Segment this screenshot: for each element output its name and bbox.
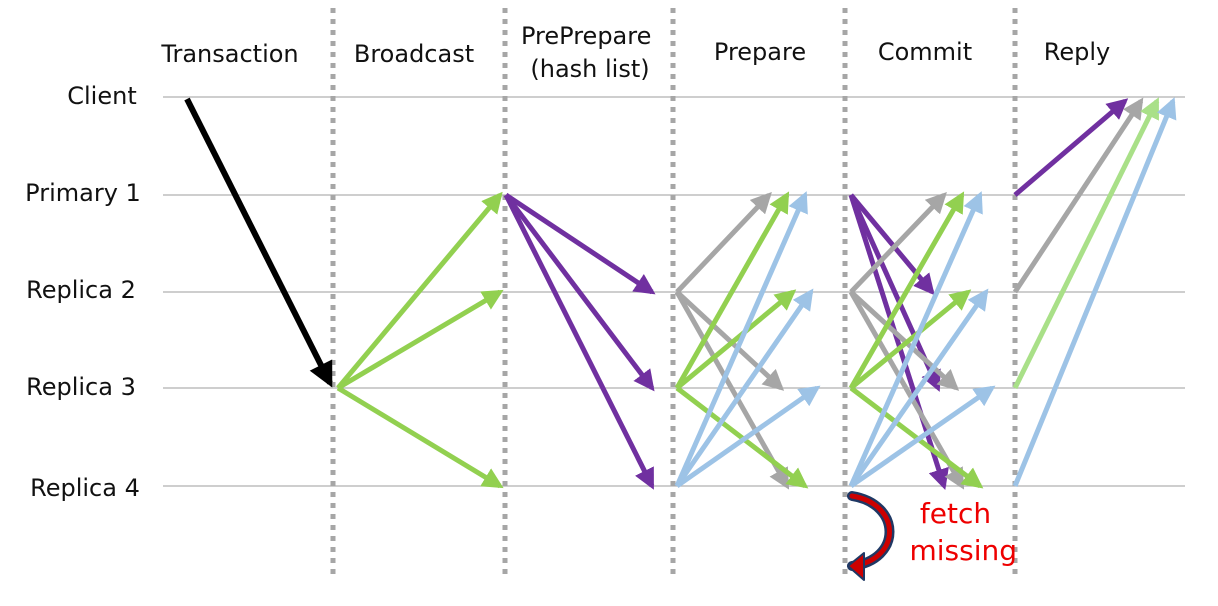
arrow-commit-replica-4-to-replica-2: [848, 288, 989, 488]
arrow-prepare-replica-2-to-primary-1: [675, 191, 772, 294]
arrow-prepare-replica-4-to-primary-1: [674, 191, 808, 488]
arrow-commit-primary-1-to-replica-4: [848, 194, 949, 491]
arrow-broadcast-replica-3-to-replica-2: [336, 289, 504, 391]
arrow-prepare-replica-3-to-primary-1: [674, 191, 790, 390]
arrow-commit-replica-2-to-replica-4: [848, 290, 965, 490]
arrow-prepare-replica-2-to-replica-4: [674, 290, 790, 490]
node-label-replica-3: Replica 3: [26, 373, 136, 401]
phase-dividers: [330, 8, 1018, 580]
phase-headers: Transaction Broadcast PrePrepare (hash l…: [160, 22, 1110, 83]
arrow-transaction-client-to-replica-3: [184, 97, 333, 388]
phase-label-commit: Commit: [878, 38, 972, 66]
arrow-prepare-replica-4-to-replica-3: [675, 385, 821, 489]
arrow-prepare-replica-3-to-replica-2: [675, 289, 797, 390]
arrow-preprepare-primary-1-to-replica-4: [503, 193, 655, 490]
node-label-client: Client: [67, 82, 136, 110]
arrow-commit-replica-4-to-replica-3: [849, 385, 996, 489]
arrow-broadcast-replica-3-to-primary-1: [336, 191, 503, 390]
arrow-reply-primary-1-to-client: [1013, 98, 1129, 197]
arrow-prepare-replica-4-to-replica-2: [674, 288, 814, 488]
phase-label-reply: Reply: [1044, 38, 1110, 66]
arrow-prepare-replica-3-to-replica-4: [675, 386, 809, 489]
arrow-reply-replica-3-to-client: [1012, 97, 1160, 390]
fetch-arrow-head: [847, 552, 865, 581]
node-label-replica-2: Replica 2: [26, 276, 136, 304]
fetch-arrow-outline: [847, 491, 895, 571]
fetch-missing-note: fetch missing: [909, 497, 1017, 567]
arrow-commit-replica-3-to-replica-2: [849, 289, 972, 390]
arrow-commit-replica-4-to-primary-1: [848, 191, 983, 488]
node-labels: Client Primary 1 Replica 2 Replica 3 Rep…: [25, 82, 141, 502]
arrow-prepare-replica-2-to-replica-3: [675, 290, 785, 391]
phase-label-prepare: Prepare: [714, 38, 806, 66]
node-label-replica-4: Replica 4: [30, 474, 140, 502]
arrow-preprepare-primary-1-to-replica-2: [504, 192, 656, 295]
arrow-reply-replica-2-to-client: [1012, 97, 1144, 294]
arrow-commit-replica-2-to-primary-1: [849, 191, 947, 294]
arrow-reply-replica-4-to-client: [1012, 97, 1177, 487]
phase-label-transaction: Transaction: [160, 40, 298, 68]
fetch-missing-curved-arrow-icon: [847, 491, 895, 581]
arrow-broadcast-replica-3-to-replica-4: [336, 385, 504, 489]
phase-label-broadcast: Broadcast: [354, 40, 474, 68]
arrow-commit-replica-3-to-replica-4: [849, 386, 984, 489]
arrow-commit-primary-1-to-replica-2: [849, 193, 935, 296]
arrow-preprepare-primary-1-to-replica-3: [504, 193, 655, 392]
node-label-primary-1: Primary 1: [25, 179, 141, 207]
arrow-commit-replica-3-to-primary-1: [848, 191, 965, 390]
phase-label-preprepare: PrePrepare (hash list): [521, 22, 659, 83]
arrow-commit-replica-2-to-replica-3: [849, 290, 960, 391]
fetch-arrow-body: [849, 493, 892, 569]
message-arrows: [184, 97, 1177, 491]
